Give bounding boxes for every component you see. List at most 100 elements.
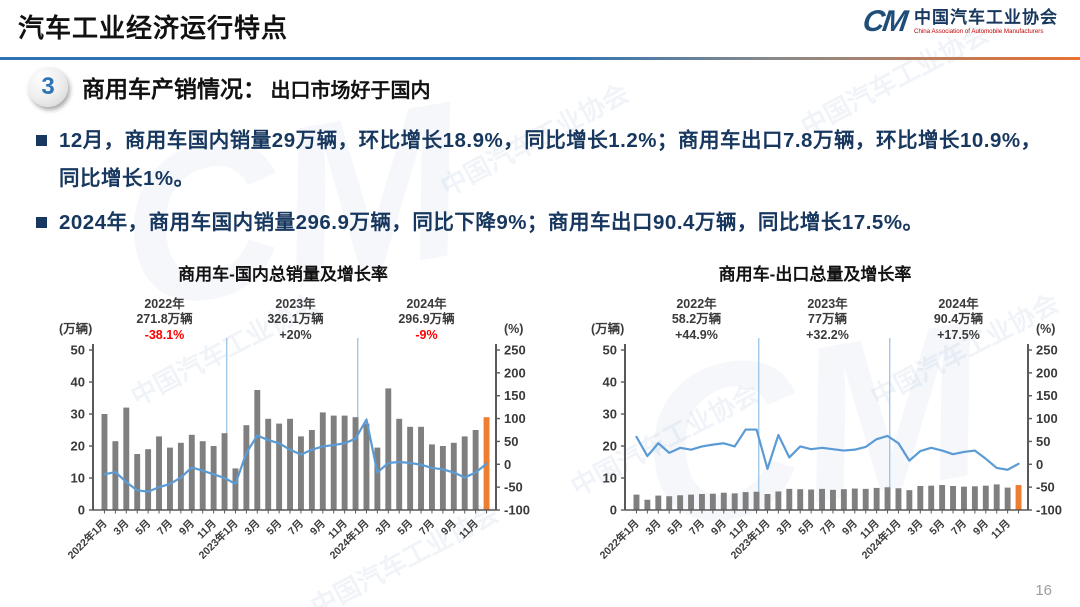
section-title: 商用车产销情况： — [82, 76, 266, 102]
annotation-growth: +17.5% — [937, 328, 980, 342]
domestic-chart-title: 商用车-国内总销量及增长率 — [178, 265, 388, 284]
bar-12月 — [1015, 485, 1022, 510]
annotation-year: 2022年 — [144, 296, 185, 311]
bullet-item: 12月，商用车国内销量29万辆，环比增长18.9%，同比增长1.2%；商用车出口… — [36, 122, 1050, 198]
right-tick-label: 100 — [504, 411, 526, 426]
bar-4月 — [797, 489, 804, 510]
bar-2月 — [112, 441, 119, 510]
page-title: 汽车工业经济运行特点 — [18, 13, 289, 43]
bar-11月 — [742, 492, 749, 510]
bar-2023年1月 — [764, 494, 771, 510]
left-tick-label: 10 — [603, 471, 617, 486]
domestic-sales-panel: 商用车-国内总销量及增长率 0 10 20 30 40 50 250 200 150 100 50 0… — [38, 260, 530, 590]
bullet-text-december: 12月，商用车国内销量29万辆，环比增长18.9%，同比增长1.2%；商用车出口… — [59, 129, 1042, 190]
bar-11月 — [1004, 487, 1011, 510]
bar-6月 — [819, 488, 825, 510]
bar-9月 — [851, 488, 858, 510]
x-axis-label: 11月 — [989, 518, 1013, 542]
bullet-item: 2024年，商用车国内销量296.9万辆，同比下降9%；商用车出口90.4万辆，… — [36, 204, 1050, 242]
bar-7月 — [298, 436, 304, 510]
bar-11月 — [873, 487, 880, 510]
charts-area: 商用车-国内总销量及增长率 0 10 20 30 40 50 250 200 150 100 50 0… — [38, 260, 1062, 590]
left-axis-unit: (万辆) — [591, 321, 624, 336]
x-axis-label: 7月 — [417, 518, 437, 538]
x-axis-label: 3月 — [774, 518, 794, 538]
caam-logo: CM 中国汽车工业协会 China Association of Automob… — [861, 5, 1058, 38]
section-number-badge: 3 — [28, 67, 68, 107]
annotation-total: 90.4万辆 — [934, 311, 984, 326]
right-tick-label: 200 — [1036, 365, 1058, 380]
bar-11月 — [210, 446, 217, 510]
left-axis-unit: (万辆) — [59, 321, 92, 336]
bar-7月 — [961, 486, 967, 510]
left-tick-label: 30 — [71, 407, 85, 422]
bar-10月 — [862, 488, 869, 510]
bar-7月 — [699, 494, 705, 510]
annotation-growth: +32.2% — [806, 328, 849, 342]
right-tick-label: 200 — [504, 365, 526, 380]
bar-6月 — [287, 418, 293, 510]
annotation-year: 2022年 — [676, 296, 717, 311]
growth-rate-line — [635, 428, 1020, 471]
right-tick-label: 250 — [1036, 343, 1058, 358]
bar-9月 — [450, 442, 457, 510]
bar-8月 — [439, 446, 446, 510]
left-tick-label: 10 — [71, 471, 85, 486]
right-tick-label: 0 — [504, 457, 511, 472]
left-tick-label: 0 — [610, 503, 617, 518]
bar-5月 — [677, 495, 684, 510]
right-axis-unit: (%) — [504, 322, 523, 336]
bar-3月 — [385, 388, 392, 510]
section-subtitle: 出口市场好于国内 — [270, 80, 431, 102]
bar-8月 — [709, 493, 716, 510]
right-tick-label: -100 — [1036, 503, 1062, 518]
bar-6月 — [950, 486, 956, 510]
annotation-total: 271.8万辆 — [136, 311, 193, 326]
bar-8月 — [840, 489, 847, 510]
bar-9月 — [720, 492, 727, 510]
bar-3月 — [123, 407, 130, 510]
right-tick-label: 150 — [504, 388, 526, 403]
annotation-growth: -38.1% — [145, 328, 185, 342]
logo-name-en: China Association of Automobile Manufact… — [914, 27, 1044, 35]
annotation-total: 296.9万辆 — [398, 311, 455, 326]
bar-11月 — [472, 430, 479, 510]
bar-11月 — [341, 415, 348, 510]
x-axis-label: 5月 — [133, 518, 153, 538]
bar-8月 — [971, 486, 978, 510]
x-axis-label: 9月 — [971, 518, 991, 538]
section-header: 3 商用车产销情况： 出口市场好于国内 — [28, 67, 430, 107]
bar-9月 — [982, 485, 989, 510]
bar-12月 — [753, 491, 760, 510]
bar-2月 — [906, 490, 913, 510]
bar-4月 — [134, 454, 141, 510]
right-tick-label: 250 — [504, 343, 526, 358]
x-axis-label: 11月 — [457, 518, 481, 542]
annotation-growth: -9% — [415, 328, 437, 342]
x-axis-label: 3月 — [111, 518, 131, 538]
x-axis-label: 3月 — [242, 518, 262, 538]
bar-10月 — [731, 493, 738, 510]
x-axis-label: 7月 — [818, 518, 838, 538]
bar-4月 — [666, 496, 673, 510]
bar-2023年1月 — [232, 468, 239, 510]
right-tick-label: -50 — [1036, 480, 1055, 495]
bars-series — [633, 484, 1022, 510]
x-axis-label: 9月 — [177, 518, 197, 538]
bar-2月 — [644, 499, 651, 510]
bar-10月 — [330, 415, 337, 510]
bar-12月 — [884, 487, 891, 510]
bar-12月 — [221, 433, 228, 510]
x-axis-label: 7月 — [155, 518, 175, 538]
left-tick-label: 40 — [71, 375, 85, 390]
bar-4月 — [928, 485, 935, 510]
x-axis-label: 7月 — [687, 518, 707, 538]
right-tick-label: -50 — [504, 480, 523, 495]
logo-name-cn: 中国汽车工业协会 — [914, 8, 1058, 28]
bar-3月 — [655, 495, 662, 510]
domestic-sales-chart: 0 10 20 30 40 50 250 200 150 100 50 0 -50 -100 2022年1月… — [59, 296, 530, 562]
